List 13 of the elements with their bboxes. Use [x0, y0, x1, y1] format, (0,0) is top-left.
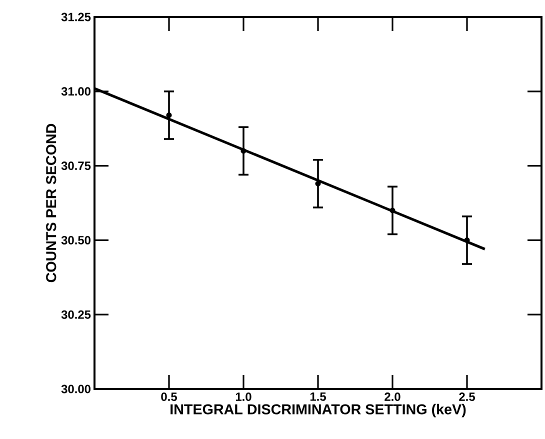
y-tick-label: 30.00	[61, 384, 90, 394]
x-tick-label: 1.0	[236, 392, 252, 401]
x-tick-label: 0.5	[161, 392, 177, 401]
x-tick-label: 2.0	[384, 392, 400, 401]
y-tick-label: 30.50	[61, 236, 90, 244]
x-tick-label: 1.5	[310, 392, 326, 401]
y-tick-label: 31.00	[61, 87, 90, 96]
y-axis-title: COUNTS PER SECOND	[46, 124, 56, 282]
y-tick-label: 31.25	[61, 12, 91, 22]
x-tick-label: 2.5	[459, 392, 475, 401]
y-tick-label: 30.25	[61, 310, 91, 319]
y-tick-label: 30.75	[61, 162, 91, 170]
x-axis-title: INTEGRAL DISCRIMINATOR SETTING (keV)	[170, 404, 466, 418]
